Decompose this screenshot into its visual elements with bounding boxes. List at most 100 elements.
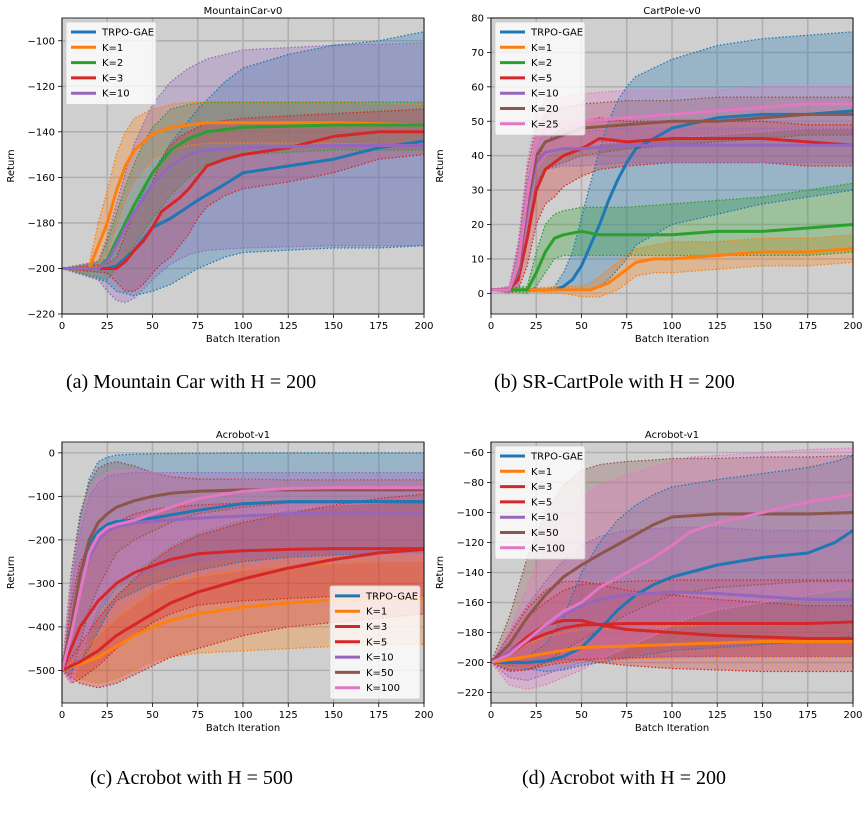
y-tick-label: 80 [471, 14, 484, 25]
x-axis-label: Batch Iteration [635, 334, 709, 345]
y-axis-label: Return [435, 556, 446, 589]
series-line-k-50 [62, 488, 424, 671]
x-tick-label: 125 [708, 710, 727, 721]
x-tick-label: 0 [59, 710, 65, 721]
lower-bound-k-20 [491, 134, 853, 295]
legend-label-k-100: K=100 [531, 543, 565, 554]
band-trpo-gae [491, 31, 853, 290]
lower-bound-k-25 [491, 127, 853, 295]
y-tick-label: −500 [28, 666, 55, 677]
x-tick-label: 50 [575, 710, 588, 721]
x-axis-label: Batch Iteration [635, 723, 709, 734]
series-line-k-5 [491, 619, 853, 664]
y-tick-label: −140 [457, 568, 484, 579]
upper-bound-trpo-gae [491, 454, 853, 664]
band-k-2 [491, 183, 853, 294]
legend-label-trpo-gae: TRPO-GAE [365, 591, 418, 602]
axes-frame [490, 441, 854, 704]
caption-b: (b) SR-CartPole with H = 200 [494, 371, 735, 393]
x-tick-label: 0 [488, 710, 494, 721]
lower-bound-k-5 [491, 161, 853, 294]
upper-bound-k-100 [491, 447, 853, 663]
legend-label-k-1: K=1 [366, 607, 387, 618]
lower-bound-k-3 [62, 153, 424, 292]
series-line-k-1 [491, 247, 853, 292]
y-tick-label: −400 [28, 622, 55, 633]
axes-frame [490, 17, 854, 315]
series-line-k-2 [491, 223, 853, 292]
series-line-k-1 [62, 121, 424, 270]
x-tick-label: 200 [414, 710, 433, 721]
upper-bound-k-2 [62, 101, 424, 270]
x-axis-label: Batch Iteration [206, 334, 280, 345]
legend-label-k-10: K=10 [366, 653, 394, 664]
y-axis-label: Return [435, 149, 446, 182]
y-tick-label: 60 [471, 82, 484, 93]
legend-label-k-1: K=1 [531, 467, 552, 478]
legend-label-k-10: K=10 [531, 513, 559, 524]
band-trpo-gae [491, 455, 853, 672]
upper-bound-k-3 [62, 108, 424, 270]
band-k-1 [491, 234, 853, 297]
plot-layer [491, 31, 853, 298]
y-tick-label: −120 [28, 82, 55, 93]
x-tick-label: 0 [488, 321, 494, 332]
y-tick-label: 30 [471, 186, 484, 197]
lower-bound-trpo-gae [62, 550, 424, 672]
legend-label-k-10: K=10 [102, 89, 130, 100]
y-tick-label: −220 [28, 310, 55, 321]
y-tick-label: 0 [478, 289, 484, 300]
upper-bound-k-10 [491, 526, 853, 663]
lower-bound-k-5 [62, 595, 424, 685]
legend-box [494, 21, 586, 136]
x-tick-label: 25 [101, 321, 114, 332]
series-line-k-3 [62, 547, 424, 672]
series-line-trpo-gae [491, 109, 853, 292]
series-line-k-5 [491, 137, 853, 292]
y-tick-label: −160 [457, 598, 484, 609]
x-tick-label: 175 [798, 710, 817, 721]
band-k-3 [62, 494, 424, 688]
lower-bound-k-1 [491, 261, 853, 298]
band-k-10 [62, 472, 424, 680]
upper-bound-k-25 [491, 86, 853, 291]
x-tick-label: 25 [530, 321, 543, 332]
caption-a: (a) Mountain Car with H = 200 [66, 371, 317, 393]
lower-bound-trpo-gae [62, 245, 424, 297]
caption-c: (c) Acrobot with H = 500 [90, 767, 293, 789]
y-tick-label: −100 [28, 492, 55, 503]
x-tick-label: 25 [530, 710, 543, 721]
x-tick-label: 25 [101, 710, 114, 721]
series-line-k-100 [62, 486, 424, 671]
series-line-trpo-gae [62, 139, 424, 270]
x-tick-label: 125 [708, 321, 727, 332]
legend-label-trpo-gae: TRPO-GAE [101, 28, 154, 39]
legend-label-k-3: K=3 [102, 73, 123, 84]
series-line-k-100 [491, 493, 853, 664]
x-tick-label: 150 [324, 321, 343, 332]
y-tick-label: 70 [471, 48, 484, 59]
legend-label-trpo-gae: TRPO-GAE [530, 28, 583, 39]
y-tick-label: −100 [457, 508, 484, 519]
chart-title: MountainCar-v0 [204, 6, 283, 17]
axes-frame [61, 17, 425, 315]
y-tick-label: −220 [457, 688, 484, 699]
x-tick-label: 75 [620, 710, 633, 721]
band-k-20 [491, 97, 853, 294]
legend: TRPO-GAE K=1 K=3 K=5 K=10 K=50 K=100 [329, 585, 421, 700]
legend-label-k-5: K=5 [366, 637, 387, 648]
legend-label-k-5: K=5 [531, 497, 552, 508]
legend: TRPO-GAE K=1 K=2 K=5 K=10 K=20 K=25 [494, 21, 586, 136]
panel-acrobot-h500: 0 25 50 75 100 125 150 175 200 −500 −400 −300 −200 −1… [6, 430, 434, 734]
x-tick-label: 75 [620, 321, 633, 332]
x-tick-label: 175 [798, 321, 817, 332]
x-tick-label: 150 [753, 710, 772, 721]
panel-mountaincar: 0 25 50 75 100 125 150 175 200 −220 −200 −180 −160 −1… [6, 6, 434, 345]
lower-bound-k-100 [62, 500, 424, 685]
panel-cartpole: 0 25 50 75 100 125 150 175 200 0 10 20 30 40 50 60 70 80 C… [435, 6, 863, 345]
x-tick-label: 50 [146, 321, 159, 332]
legend-box [494, 445, 586, 560]
y-tick-label: −200 [28, 264, 55, 275]
upper-bound-k-3 [62, 493, 424, 671]
series-line-k-5 [62, 547, 424, 671]
